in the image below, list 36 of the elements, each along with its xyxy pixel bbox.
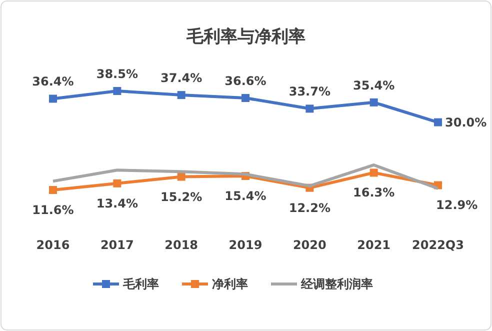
data-label: 12.2% <box>288 200 330 215</box>
point <box>49 94 57 103</box>
x-tick-label: 2016 <box>36 238 70 252</box>
data-label: 11.6% <box>32 203 74 217</box>
point <box>306 104 314 113</box>
point <box>113 87 122 95</box>
data-label: 37.4% <box>160 71 202 86</box>
legend-label: 净利率 <box>212 277 248 291</box>
data-label: 12.9% <box>436 198 478 212</box>
point <box>177 172 186 181</box>
legend-label: 经调整利润率 <box>300 277 373 291</box>
point <box>370 168 378 177</box>
data-label: 36.4% <box>32 74 74 89</box>
chart-title: 毛利率与净利率 <box>186 27 306 47</box>
data-label: 15.4% <box>224 189 266 204</box>
data-label: 30.0% <box>445 115 487 130</box>
data-label: 15.2% <box>160 190 202 204</box>
x-tick-label: 2021 <box>357 238 391 252</box>
x-tick-label: 2017 <box>100 238 134 252</box>
point <box>177 91 186 100</box>
point <box>242 94 250 102</box>
data-label: 33.7% <box>288 84 330 99</box>
data-label: 16.3% <box>353 186 395 200</box>
data-label: 35.4% <box>353 78 395 92</box>
data-label: 36.6% <box>224 74 266 88</box>
point <box>49 186 57 194</box>
data-label: 38.5% <box>96 67 138 81</box>
point <box>370 98 378 106</box>
legend-label: 毛利率 <box>122 277 159 291</box>
data-label: 13.4% <box>96 196 138 210</box>
x-tick-label: 2019 <box>228 238 262 252</box>
point <box>113 179 122 188</box>
x-tick-label: 2022Q3 <box>412 238 464 252</box>
x-tick-label: 2018 <box>164 238 198 252</box>
point <box>434 118 442 126</box>
x-tick-label: 2020 <box>292 238 326 252</box>
